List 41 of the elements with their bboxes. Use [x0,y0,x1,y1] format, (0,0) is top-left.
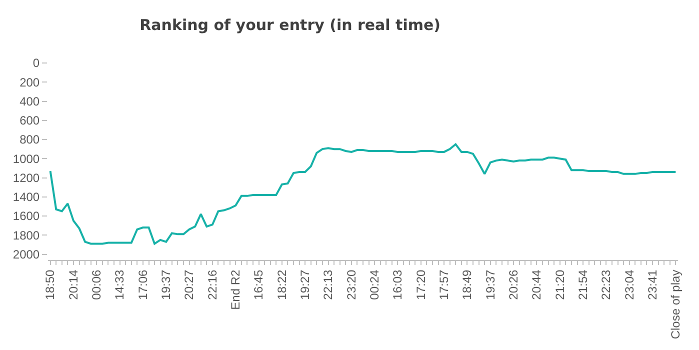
y-tick-label: 1800 [12,228,40,242]
x-tick-label: 16:03 [390,269,405,300]
x-tick-label: 18:49 [460,269,474,300]
x-tick-label: 17:06 [136,269,150,300]
x-tick-label: 20:26 [506,269,520,300]
x-tick-label: 00:06 [90,269,104,300]
y-tick-label: 1000 [12,152,40,166]
y-tick-label: 2000 [12,247,40,262]
x-tick-label: 20:27 [182,269,196,300]
x-tick-label: 19:37 [483,269,498,300]
x-tick-label: 23:20 [344,269,358,300]
x-tick-label: 14:33 [112,269,127,300]
x-tick-label: 00:24 [367,269,382,300]
line-series [49,143,677,245]
x-tick-label: 17:20 [414,269,428,300]
x-tick-label: 21:54 [576,269,590,300]
x-tick-label: 19:37 [159,269,174,300]
x-tick-label: Close of play [668,270,683,340]
x-tick-label: 23:41 [645,269,660,300]
x-tick-label: End R2 [228,269,243,310]
x-tick-label: 22:23 [599,269,614,300]
y-tick-label: 200 [20,75,40,90]
x-tick-label: 18:22 [274,269,289,300]
y-tick-label: 800 [20,132,40,147]
y-tick-label: 1400 [12,190,40,204]
y-tick-label: 400 [20,94,40,108]
y-tick-label: 1200 [12,170,40,185]
x-tick-label: 21:20 [552,269,567,300]
x-tick-label: 19:27 [298,269,312,300]
y-tick-label: 1600 [12,209,40,224]
y-tick-label: 600 [20,114,40,128]
y-tick-label: 0 [32,56,40,70]
x-tick-label: 22:13 [321,269,336,300]
x-tick-label: 17:57 [436,269,451,300]
x-tick-label: 20:44 [530,269,544,300]
x-tick-label: 16:45 [252,269,266,300]
x-tick-label: 22:16 [205,269,220,300]
x-tick-label: 20:14 [66,269,80,300]
x-tick-label: 18:50 [43,269,58,300]
chart-title: Ranking of your entry (in real time) [140,16,441,34]
x-tick-label: 23:04 [622,269,636,300]
